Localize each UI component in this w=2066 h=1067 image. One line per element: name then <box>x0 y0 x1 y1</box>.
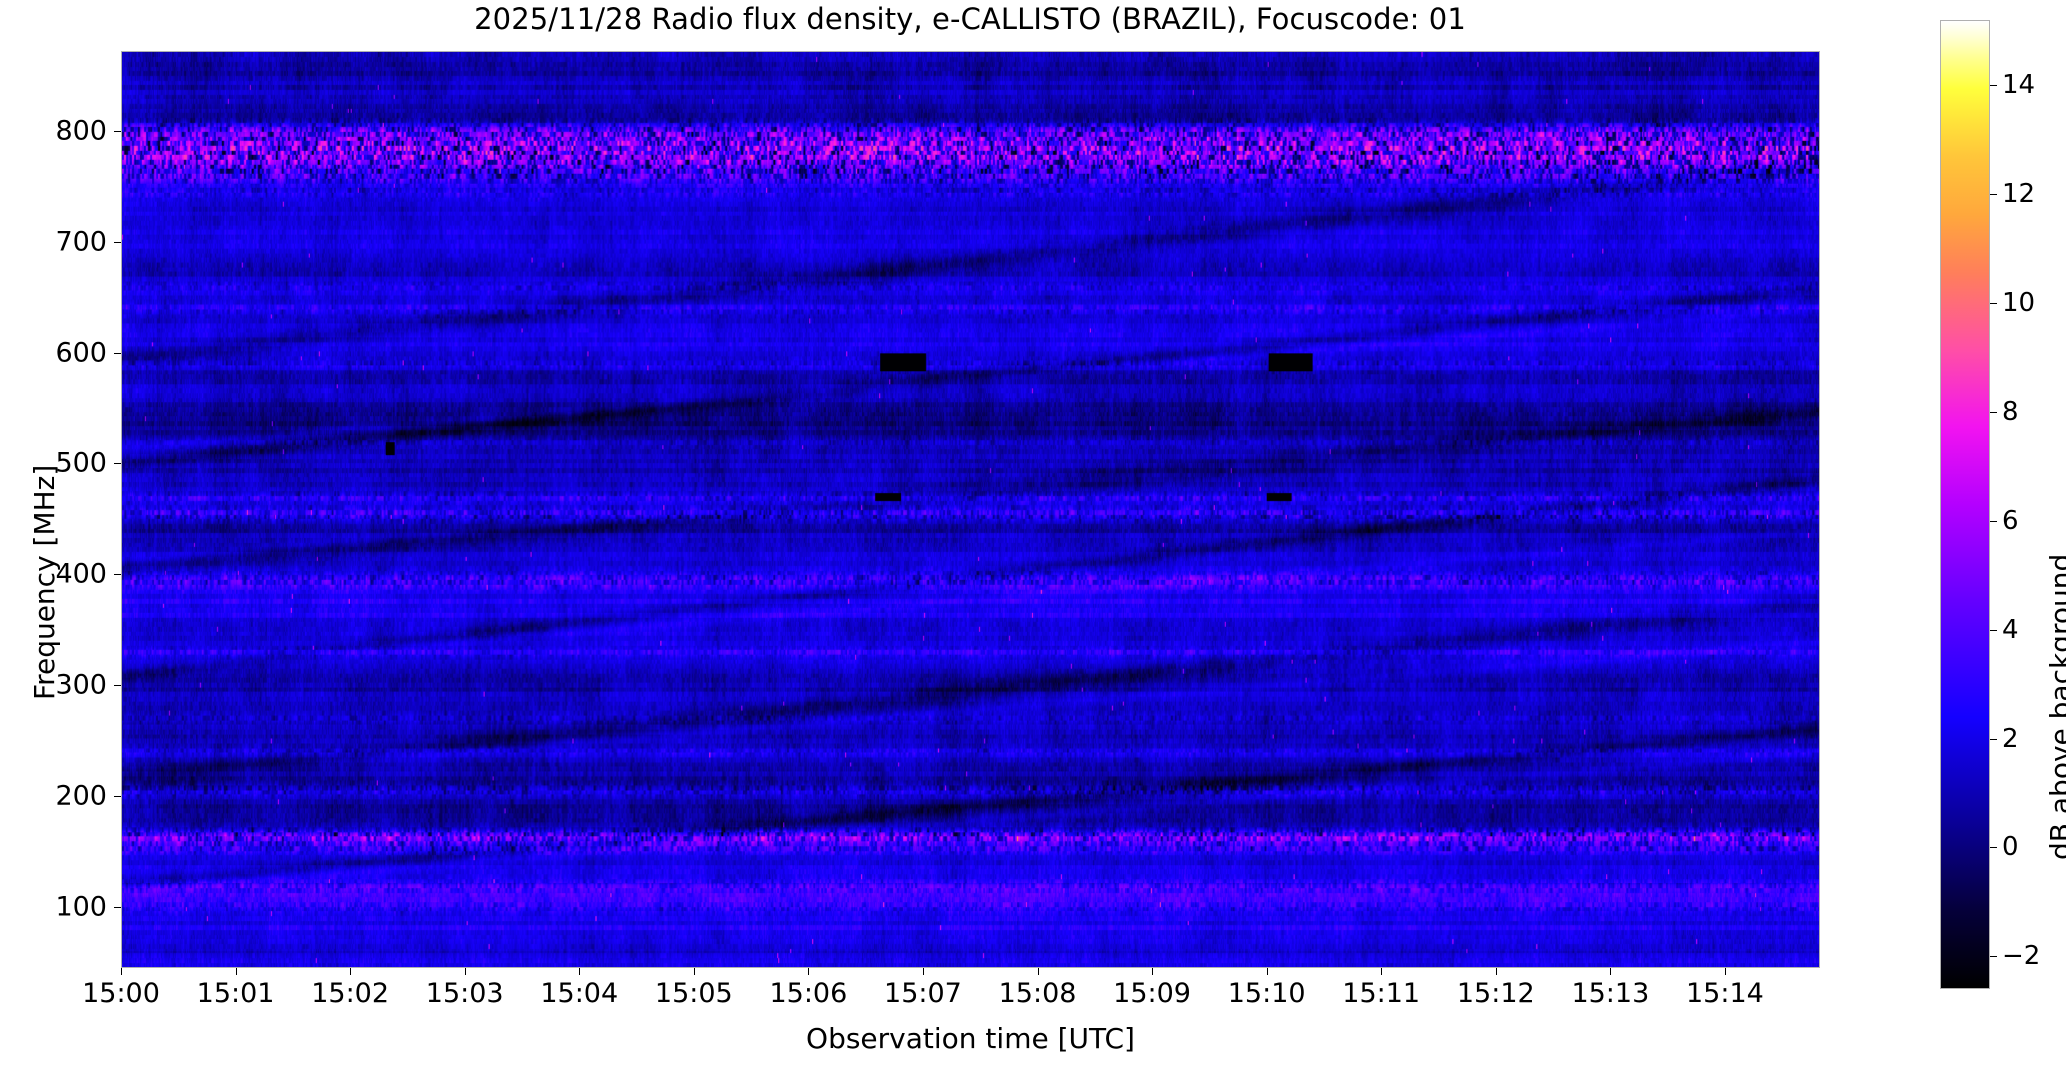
x-tick-mark <box>808 968 809 975</box>
colorbar-gradient <box>1940 20 1990 989</box>
colorbar-tick-mark <box>1990 739 1997 740</box>
y-tick-label: 600 <box>55 337 107 369</box>
x-tick-mark <box>1267 968 1268 975</box>
y-tick-label: 400 <box>55 558 107 590</box>
x-tick-label: 15:11 <box>1342 978 1421 1009</box>
x-tick-mark <box>579 968 580 975</box>
x-tick-mark <box>1381 968 1382 975</box>
x-tick-label: 15:08 <box>998 978 1077 1009</box>
colorbar-tick-label: 8 <box>2002 396 2019 427</box>
x-tick-mark <box>694 968 695 975</box>
y-tick-mark <box>114 574 121 575</box>
x-tick-label: 15:02 <box>311 978 390 1009</box>
y-tick-mark <box>114 685 121 686</box>
colorbar-tick-label: 12 <box>2002 179 2036 210</box>
y-tick-mark <box>114 353 121 354</box>
y-tick-label: 700 <box>55 226 107 258</box>
y-tick-label: 100 <box>55 891 107 923</box>
spectrogram-axes[interactable] <box>121 51 1820 968</box>
x-tick-mark <box>923 968 924 975</box>
y-tick-label: 800 <box>55 115 107 147</box>
x-tick-mark <box>236 968 237 975</box>
colorbar-tick-mark <box>1990 85 1997 86</box>
x-tick-label: 15:14 <box>1686 978 1764 1009</box>
colorbar-tick-mark <box>1990 847 1997 848</box>
colorbar-tick-label: 4 <box>2002 614 2019 645</box>
x-tick-mark <box>1038 968 1039 975</box>
colorbar-label: dB above background <box>2044 553 2066 860</box>
y-tick-mark <box>114 796 121 797</box>
colorbar-tick-mark <box>1990 194 1997 195</box>
colorbar-tick-label: 0 <box>2002 832 2019 863</box>
x-tick-label: 15:09 <box>1113 978 1191 1009</box>
colorbar-tick-mark <box>1990 956 1997 957</box>
x-axis-label: Observation time [UTC] <box>806 1022 1135 1055</box>
x-tick-label: 15:01 <box>196 978 275 1009</box>
y-tick-label: 500 <box>55 447 107 479</box>
x-tick-mark <box>465 968 466 975</box>
x-tick-mark <box>1496 968 1497 975</box>
x-tick-mark <box>121 968 122 975</box>
colorbar-tick-label: −2 <box>2002 941 2041 972</box>
colorbar-tick-label: 10 <box>2002 288 2036 319</box>
x-tick-label: 15:07 <box>884 978 962 1009</box>
x-tick-mark <box>350 968 351 975</box>
y-tick-mark <box>114 463 121 464</box>
x-tick-mark <box>1610 968 1611 975</box>
y-tick-label: 300 <box>55 669 107 701</box>
x-tick-label: 15:06 <box>769 978 848 1009</box>
y-tick-label: 200 <box>55 780 107 812</box>
x-tick-label: 15:03 <box>425 978 504 1009</box>
x-tick-label: 15:13 <box>1571 978 1650 1009</box>
page-title: 2025/11/28 Radio flux density, e-CALLIST… <box>474 2 1466 36</box>
y-tick-mark <box>114 131 121 132</box>
dynamic-spectrum-image <box>122 52 1819 967</box>
colorbar-tick-label: 14 <box>2002 70 2036 101</box>
y-tick-mark <box>114 907 121 908</box>
x-tick-label: 15:04 <box>540 978 619 1009</box>
x-tick-label: 15:12 <box>1456 978 1535 1009</box>
colorbar <box>1940 20 1990 989</box>
colorbar-tick-mark <box>1990 412 1997 413</box>
y-tick-mark <box>114 242 121 243</box>
x-tick-mark <box>1152 968 1153 975</box>
y-axis-label: Frequency [MHz] <box>28 464 61 700</box>
colorbar-tick-mark <box>1990 521 1997 522</box>
x-tick-mark <box>1725 968 1726 975</box>
colorbar-tick-label: 2 <box>2002 723 2019 754</box>
x-tick-label: 15:05 <box>654 978 733 1009</box>
colorbar-tick-mark <box>1990 630 1997 631</box>
x-tick-label: 15:00 <box>82 978 160 1009</box>
x-tick-label: 15:10 <box>1227 978 1306 1009</box>
colorbar-tick-label: 6 <box>2002 505 2019 536</box>
colorbar-tick-mark <box>1990 303 1997 304</box>
